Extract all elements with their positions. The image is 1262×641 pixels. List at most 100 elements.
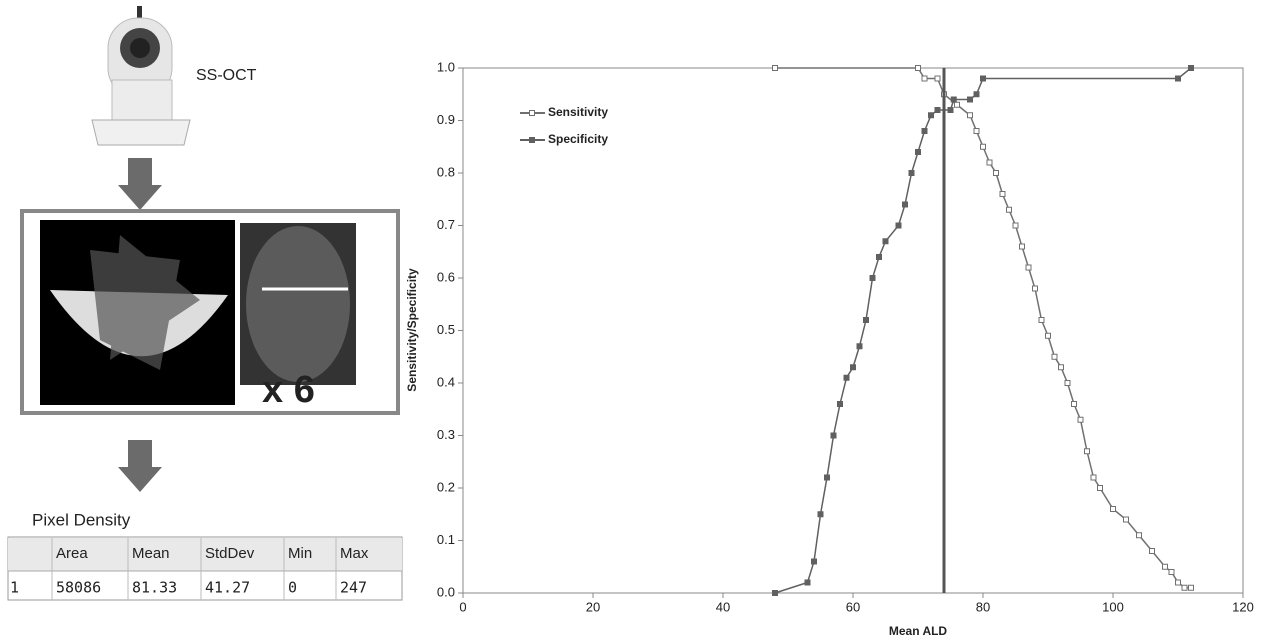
y-tick-label: 0.7 [437, 217, 455, 232]
marker [1012, 222, 1019, 229]
marker [772, 590, 778, 596]
x-axis-label: Mean ALD [889, 624, 948, 638]
marker [1058, 364, 1064, 371]
marker [934, 75, 941, 82]
marker [869, 275, 876, 281]
x-tick-label: 40 [716, 599, 730, 614]
y-axis-label: Sensitivity/Specificity [405, 268, 419, 392]
y-tick-label: 0.9 [437, 112, 455, 127]
marker [843, 374, 850, 381]
marker [837, 401, 843, 407]
marker [973, 128, 980, 134]
oct-device [91, 6, 191, 146]
marker [1149, 548, 1155, 554]
y-tick-label: 1.0 [437, 59, 455, 74]
marker [1045, 332, 1051, 339]
legend-marker [529, 110, 535, 116]
arrow [118, 158, 162, 210]
plot-frame [462, 67, 1244, 594]
marker [856, 343, 863, 350]
y-tick-label: 0.8 [437, 164, 455, 179]
marker [1123, 516, 1129, 523]
marker [950, 96, 957, 103]
marker [1006, 206, 1012, 213]
table-title: Pixel Density [32, 510, 131, 529]
marker [954, 101, 960, 108]
marker [915, 149, 921, 155]
marker [824, 474, 830, 481]
marker [1181, 584, 1188, 591]
marker [973, 91, 980, 98]
device-label: SS-OCT [196, 67, 257, 84]
marker [1064, 380, 1071, 386]
marker [1090, 474, 1097, 481]
marker [908, 170, 915, 176]
table-cell: 1 [10, 579, 19, 597]
x-tick-label: 60 [846, 599, 860, 614]
series-line [774, 67, 1192, 594]
marker [921, 75, 928, 82]
marker [928, 112, 934, 119]
marker [980, 75, 986, 82]
y-tick-label: 0.5 [437, 322, 455, 337]
marker [772, 65, 778, 71]
y-tick-label: 0.4 [437, 374, 455, 389]
marker [817, 511, 824, 518]
x-tick-label: 120 [1232, 599, 1254, 614]
table-cell: 247 [340, 579, 367, 597]
marker [934, 107, 941, 113]
marker [863, 317, 869, 323]
marker [915, 65, 921, 71]
y-tick-label: 0.6 [437, 269, 455, 284]
marker [980, 143, 986, 150]
table-cell: 0 [288, 579, 297, 597]
marker [876, 254, 882, 260]
marker [947, 107, 954, 113]
x-tick-label: 80 [976, 599, 990, 614]
y-tick-label: 0.2 [437, 479, 455, 494]
marker [1097, 485, 1103, 491]
table-header: Max [340, 545, 369, 562]
legend-label: Sensitivity [548, 105, 608, 119]
marker [804, 579, 811, 586]
x-tick-label: 0 [459, 599, 466, 614]
marker [1175, 579, 1181, 586]
marker [1188, 584, 1194, 591]
legend-label: Specificity [548, 132, 608, 146]
marker [1019, 243, 1025, 250]
marker [1136, 532, 1142, 539]
marker [1025, 264, 1032, 271]
marker [1051, 353, 1058, 360]
legend-marker [529, 137, 535, 143]
multiplier: x 6 [262, 369, 315, 411]
results-table: Area Mean StdDev Min Max 1 58086 81.33 41.27 0 247 [7, 536, 403, 601]
marker [1110, 506, 1116, 512]
marker [850, 364, 856, 371]
table-header: Mean [132, 545, 170, 562]
marker [1084, 448, 1090, 455]
marker [1038, 317, 1045, 323]
marker [882, 238, 889, 245]
marker [1188, 65, 1194, 71]
bscan-lens [246, 226, 350, 382]
chart: Mean ALD Sensitivity/Specificity 0 20 40 60… [405, 59, 1254, 638]
table-cell: 41.27 [205, 579, 250, 597]
marker [1077, 416, 1084, 423]
table-cell: 81.33 [132, 579, 177, 597]
y-tick-label: 0.1 [437, 532, 455, 547]
table-header: StdDev [205, 545, 255, 562]
marker [1032, 285, 1038, 292]
y-tick-label: 0.3 [437, 427, 455, 442]
arrow [118, 440, 162, 492]
lens-slices [90, 235, 200, 370]
x-tick-label: 100 [1102, 599, 1124, 614]
marker [921, 128, 928, 134]
marker [895, 222, 902, 229]
marker [967, 112, 973, 119]
process-box [20, 209, 400, 415]
marker [1168, 569, 1175, 575]
marker [830, 432, 837, 439]
table-cell: 58086 [56, 579, 101, 597]
